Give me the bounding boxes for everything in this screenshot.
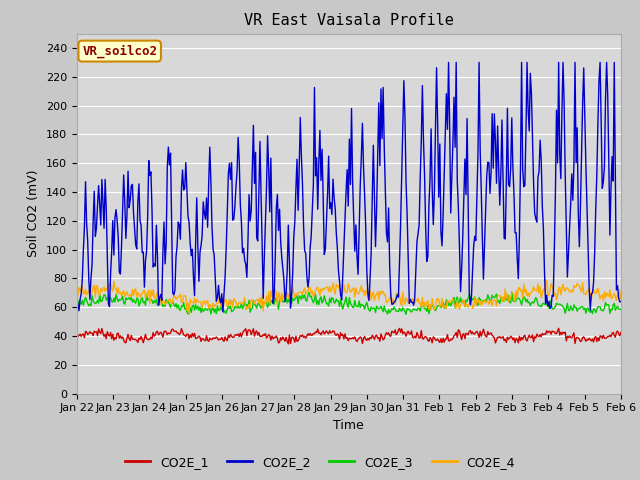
CO2E_4 [606,287,614,293]
CO2E_3 [402,312,410,317]
CO2E_1 [336,336,344,342]
Line: CO2E_1: CO2E_1 [77,328,621,344]
CO2E_3 [73,295,81,301]
Line: CO2E_3: CO2E_3 [77,292,621,314]
CO2E_3 [617,306,625,312]
CO2E_1 [606,332,614,338]
CO2E_3 [332,300,339,306]
Line: CO2E_2: CO2E_2 [77,62,621,312]
CO2E_3 [508,289,516,295]
CO2E_2 [73,296,81,301]
CO2E_3 [397,307,404,313]
CO2E_2 [369,199,376,204]
CO2E_1 [332,333,340,338]
CO2E_2 [398,175,406,181]
CO2E_1 [617,329,625,335]
CO2E_1 [369,333,376,338]
CO2E_4 [185,311,193,317]
Legend: CO2E_1, CO2E_2, CO2E_3, CO2E_4: CO2E_1, CO2E_2, CO2E_3, CO2E_4 [120,451,520,474]
CO2E_1 [520,334,527,339]
Title: VR East Vaisala Profile: VR East Vaisala Profile [244,13,454,28]
CO2E_2 [521,182,529,188]
CO2E_4 [336,287,344,292]
CO2E_3 [335,298,342,304]
CO2E_2 [219,309,227,315]
CO2E_3 [606,311,614,316]
Text: VR_soilco2: VR_soilco2 [82,44,157,58]
CO2E_3 [521,295,529,301]
CO2E_1 [398,326,406,332]
CO2E_2 [606,232,614,238]
CO2E_2 [617,299,625,304]
CO2E_2 [445,60,452,65]
CO2E_4 [541,277,549,283]
CO2E_4 [369,292,376,298]
Line: CO2E_4: CO2E_4 [77,280,621,314]
CO2E_1 [555,325,563,331]
CO2E_1 [284,341,292,347]
CO2E_4 [520,281,527,287]
CO2E_4 [617,296,625,301]
CO2E_3 [367,304,375,310]
CO2E_4 [73,286,81,292]
CO2E_2 [336,278,344,284]
CO2E_4 [332,282,340,288]
Y-axis label: Soil CO2 (mV): Soil CO2 (mV) [28,170,40,257]
CO2E_2 [332,229,340,235]
CO2E_4 [398,303,406,309]
CO2E_1 [73,329,81,335]
X-axis label: Time: Time [333,419,364,432]
